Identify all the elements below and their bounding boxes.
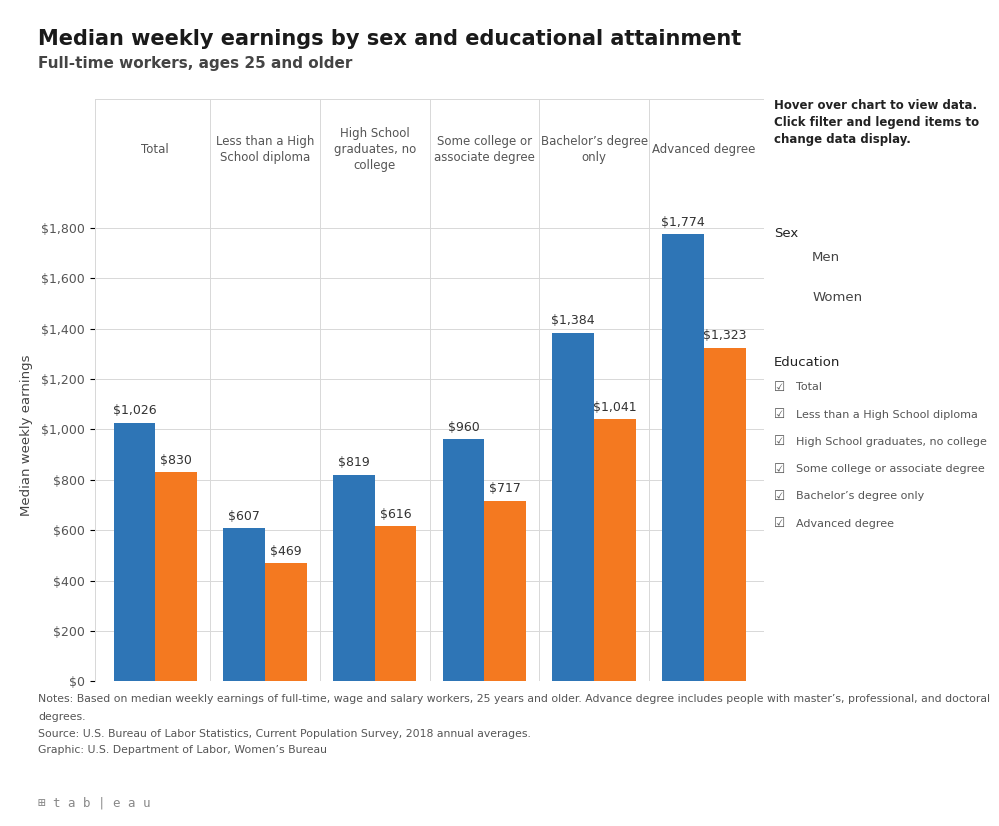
Text: $607: $607 <box>228 510 260 523</box>
Text: Some college or associate degree: Some college or associate degree <box>796 464 985 474</box>
Text: Total: Total <box>142 143 169 155</box>
Bar <box>155 472 197 681</box>
Text: Notes: Based on median weekly earnings of full-time, wage and salary workers, 25: Notes: Based on median weekly earnings o… <box>38 694 990 704</box>
Text: Advanced degree: Advanced degree <box>652 143 755 155</box>
Text: High School graduates, no college: High School graduates, no college <box>796 437 987 447</box>
Text: ☑: ☑ <box>774 463 785 476</box>
Text: $819: $819 <box>338 457 370 469</box>
Text: $1,774: $1,774 <box>661 216 705 229</box>
Bar <box>114 423 155 681</box>
Bar <box>594 419 635 681</box>
Text: ☑: ☑ <box>774 490 785 503</box>
Bar <box>265 563 307 681</box>
Bar <box>443 439 485 681</box>
Text: Bachelor’s degree only: Bachelor’s degree only <box>796 491 924 501</box>
Bar <box>333 475 375 681</box>
Bar <box>485 501 526 681</box>
Text: $616: $616 <box>380 508 412 520</box>
Text: High School
graduates, no
college: High School graduates, no college <box>334 126 416 172</box>
Text: $1,323: $1,323 <box>703 330 746 343</box>
Bar <box>224 529 265 681</box>
Bar <box>662 235 704 681</box>
Text: Education: Education <box>774 356 840 369</box>
Text: Source: U.S. Bureau of Labor Statistics, Current Population Survey, 2018 annual : Source: U.S. Bureau of Labor Statistics,… <box>38 729 530 738</box>
Text: Total: Total <box>796 382 822 392</box>
Bar <box>552 333 594 681</box>
Text: $717: $717 <box>490 482 521 496</box>
Text: $1,026: $1,026 <box>113 404 156 417</box>
Text: Women: Women <box>812 291 862 304</box>
Text: Advanced degree: Advanced degree <box>796 519 894 529</box>
Text: Sex: Sex <box>774 227 798 240</box>
Text: Some college or
associate degree: Some college or associate degree <box>434 135 534 164</box>
Text: Hover over chart to view data.
Click filter and legend items to
change data disp: Hover over chart to view data. Click fil… <box>774 99 979 146</box>
Text: Less than a High
School diploma: Less than a High School diploma <box>216 135 314 164</box>
Text: ☑: ☑ <box>774 381 785 394</box>
Text: degrees.: degrees. <box>38 712 86 722</box>
Text: $830: $830 <box>160 453 192 467</box>
Text: Graphic: U.S. Department of Labor, Women’s Bureau: Graphic: U.S. Department of Labor, Women… <box>38 745 327 755</box>
Text: Full-time workers, ages 25 and older: Full-time workers, ages 25 and older <box>38 56 353 71</box>
Text: $1,384: $1,384 <box>551 314 595 327</box>
Text: Median weekly earnings by sex and educational attainment: Median weekly earnings by sex and educat… <box>38 29 741 49</box>
Bar <box>375 526 417 681</box>
Text: $469: $469 <box>270 544 302 558</box>
Text: ☑: ☑ <box>774 408 785 421</box>
Text: Less than a High School diploma: Less than a High School diploma <box>796 410 978 420</box>
Text: $960: $960 <box>448 421 480 434</box>
Text: ☑: ☑ <box>774 517 785 530</box>
Text: ⊞ t a b | e a u: ⊞ t a b | e a u <box>38 796 151 809</box>
Text: Bachelor’s degree
only: Bachelor’s degree only <box>540 135 647 164</box>
Text: $1,041: $1,041 <box>593 401 636 414</box>
Bar <box>704 348 745 681</box>
Y-axis label: Median weekly earnings: Median weekly earnings <box>20 355 33 516</box>
Text: Men: Men <box>812 251 840 264</box>
Text: ☑: ☑ <box>774 435 785 449</box>
